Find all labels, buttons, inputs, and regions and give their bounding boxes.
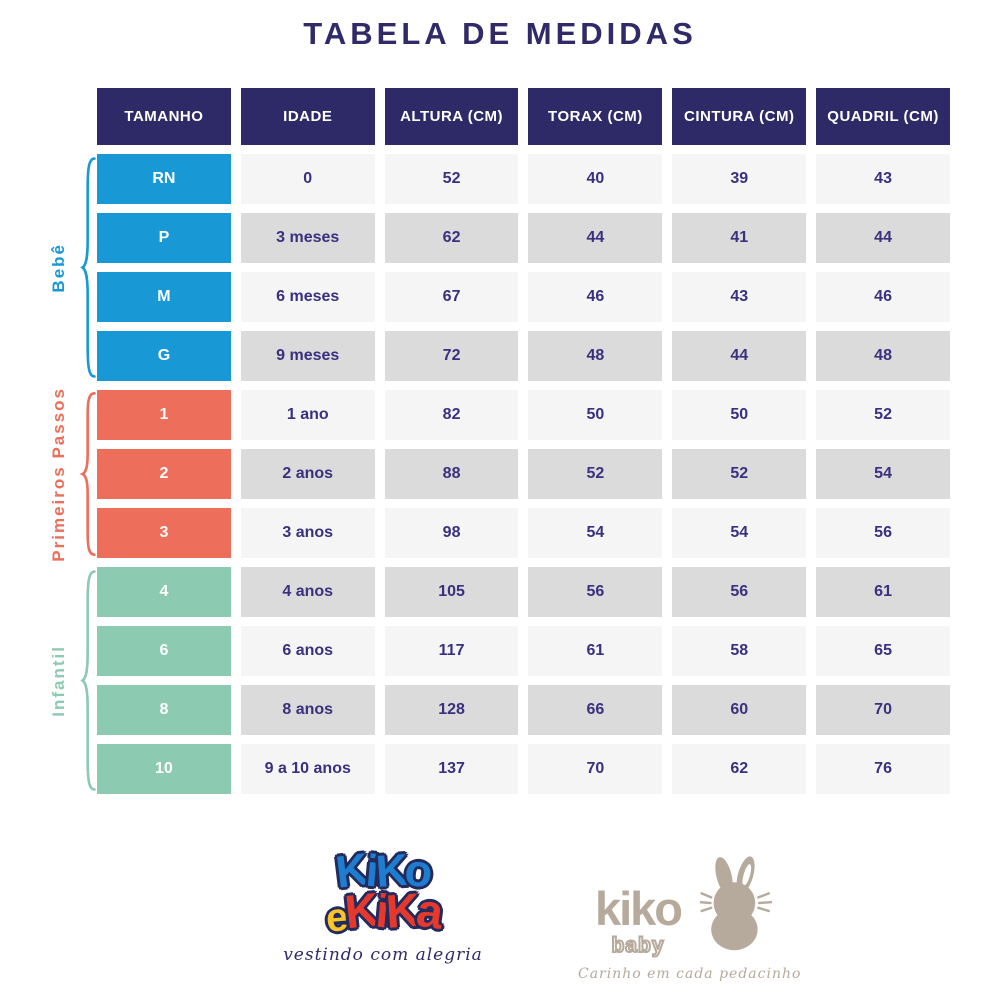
idade-cell: 6 anos (240, 626, 375, 676)
torax-cell: 48 (528, 331, 663, 381)
quadril-cell: 43 (816, 154, 950, 204)
page-title: TABELA DE MEDIDAS (303, 16, 697, 51)
cintura-cell: 50 (672, 390, 807, 440)
cintura-cell: 43 (672, 272, 807, 322)
size-cell: RN (97, 154, 231, 204)
altura-cell: 82 (384, 390, 519, 440)
quadril-cell: 46 (816, 272, 950, 322)
altura-cell: 117 (384, 626, 519, 676)
altura-cell: 128 (384, 685, 519, 735)
group-label-0: Bebê (49, 242, 68, 293)
altura-cell: 98 (384, 508, 519, 558)
idade-cell: 3 anos (240, 508, 375, 558)
size-cell: 1 (97, 390, 231, 440)
column-header-0: TAMANHO (97, 88, 231, 145)
size-cell: 6 (97, 626, 231, 676)
cintura-cell: 58 (672, 626, 807, 676)
quadril-cell: 52 (816, 390, 950, 440)
group-brace-2 (80, 567, 97, 794)
kiko-baby-tagline: Carinho em cada pedacinho (578, 966, 802, 982)
size-cell: 2 (97, 449, 231, 499)
cintura-cell: 60 (672, 685, 807, 735)
cintura-cell: 62 (672, 744, 807, 794)
torax-cell: 66 (528, 685, 663, 735)
logo-letter: K (342, 882, 379, 939)
kiko-baby-logo: kiko baby (578, 848, 802, 982)
cintura-cell: 39 (672, 154, 807, 204)
quadril-cell: 44 (816, 213, 950, 263)
torax-cell: 54 (528, 508, 663, 558)
column-header-1: IDADE (240, 88, 375, 145)
idade-cell: 6 meses (240, 272, 375, 322)
group-label-1: Primeiros Passos (49, 386, 68, 562)
group-brace-0 (80, 154, 97, 381)
torax-cell: 52 (528, 449, 663, 499)
altura-cell: 67 (384, 272, 519, 322)
column-header-5: QUADRIL (CM) (816, 88, 950, 145)
size-cell: 4 (97, 567, 231, 617)
size-cell: P (97, 213, 231, 263)
idade-cell: 1 ano (240, 390, 375, 440)
altura-cell: 137 (384, 744, 519, 794)
altura-cell: 62 (384, 213, 519, 263)
cintura-cell: 56 (672, 567, 807, 617)
torax-cell: 44 (528, 213, 663, 263)
idade-cell: 2 anos (240, 449, 375, 499)
quadril-cell: 70 (816, 685, 950, 735)
torax-cell: 40 (528, 154, 663, 204)
idade-cell: 4 anos (240, 567, 375, 617)
altura-cell: 52 (384, 154, 519, 204)
kiko-baby-name: kiko (594, 882, 683, 935)
column-header-3: TORAX (CM) (528, 88, 663, 145)
column-header-4: CINTURA (CM) (672, 88, 807, 145)
idade-cell: 3 meses (240, 213, 375, 263)
cintura-cell: 52 (672, 449, 807, 499)
torax-cell: 61 (528, 626, 663, 676)
quadril-cell: 48 (816, 331, 950, 381)
logo-letter: e (323, 894, 347, 941)
size-cell: 10 (97, 744, 231, 794)
quadril-cell: 61 (816, 567, 950, 617)
cintura-cell: 41 (672, 213, 807, 263)
kika-wordmark: eKiKa (283, 882, 483, 941)
group-label-2: Infantil (49, 644, 68, 717)
group-brace-1 (80, 390, 97, 558)
idade-cell: 9 meses (240, 331, 375, 381)
size-cell: M (97, 272, 231, 322)
size-cell: G (97, 331, 231, 381)
quadril-cell: 65 (816, 626, 950, 676)
quadril-cell: 56 (816, 508, 950, 558)
size-cell: 3 (97, 508, 231, 558)
altura-cell: 72 (384, 331, 519, 381)
cintura-cell: 44 (672, 331, 807, 381)
measurements-table: TAMANHO IDADE ALTURA (CM) TORAX (CM) CINTURA… (97, 88, 950, 794)
logo-letter: K (384, 882, 419, 938)
logo-letter: a (413, 882, 444, 939)
kiko-baby-sub: baby (610, 933, 665, 958)
torax-cell: 50 (528, 390, 663, 440)
idade-cell: 0 (240, 154, 375, 204)
idade-cell: 8 anos (240, 685, 375, 735)
bunny-icon (700, 856, 772, 951)
torax-cell: 56 (528, 567, 663, 617)
altura-cell: 88 (384, 449, 519, 499)
torax-cell: 46 (528, 272, 663, 322)
cintura-cell: 54 (672, 508, 807, 558)
kiko-baby-lockup: kiko baby (578, 848, 773, 958)
size-cell: 8 (97, 685, 231, 735)
idade-cell: 9 a 10 anos (240, 744, 375, 794)
column-header-2: ALTURA (CM) (384, 88, 519, 145)
kiko-e-kika-logo: KiKo eKiKa vestindo com alegria (283, 843, 483, 966)
kiko-e-kika-tagline: vestindo com alegria (283, 945, 483, 966)
quadril-cell: 76 (816, 744, 950, 794)
altura-cell: 105 (384, 567, 519, 617)
torax-cell: 70 (528, 744, 663, 794)
quadril-cell: 54 (816, 449, 950, 499)
kiko-baby-wordmark: kiko baby (578, 885, 698, 958)
